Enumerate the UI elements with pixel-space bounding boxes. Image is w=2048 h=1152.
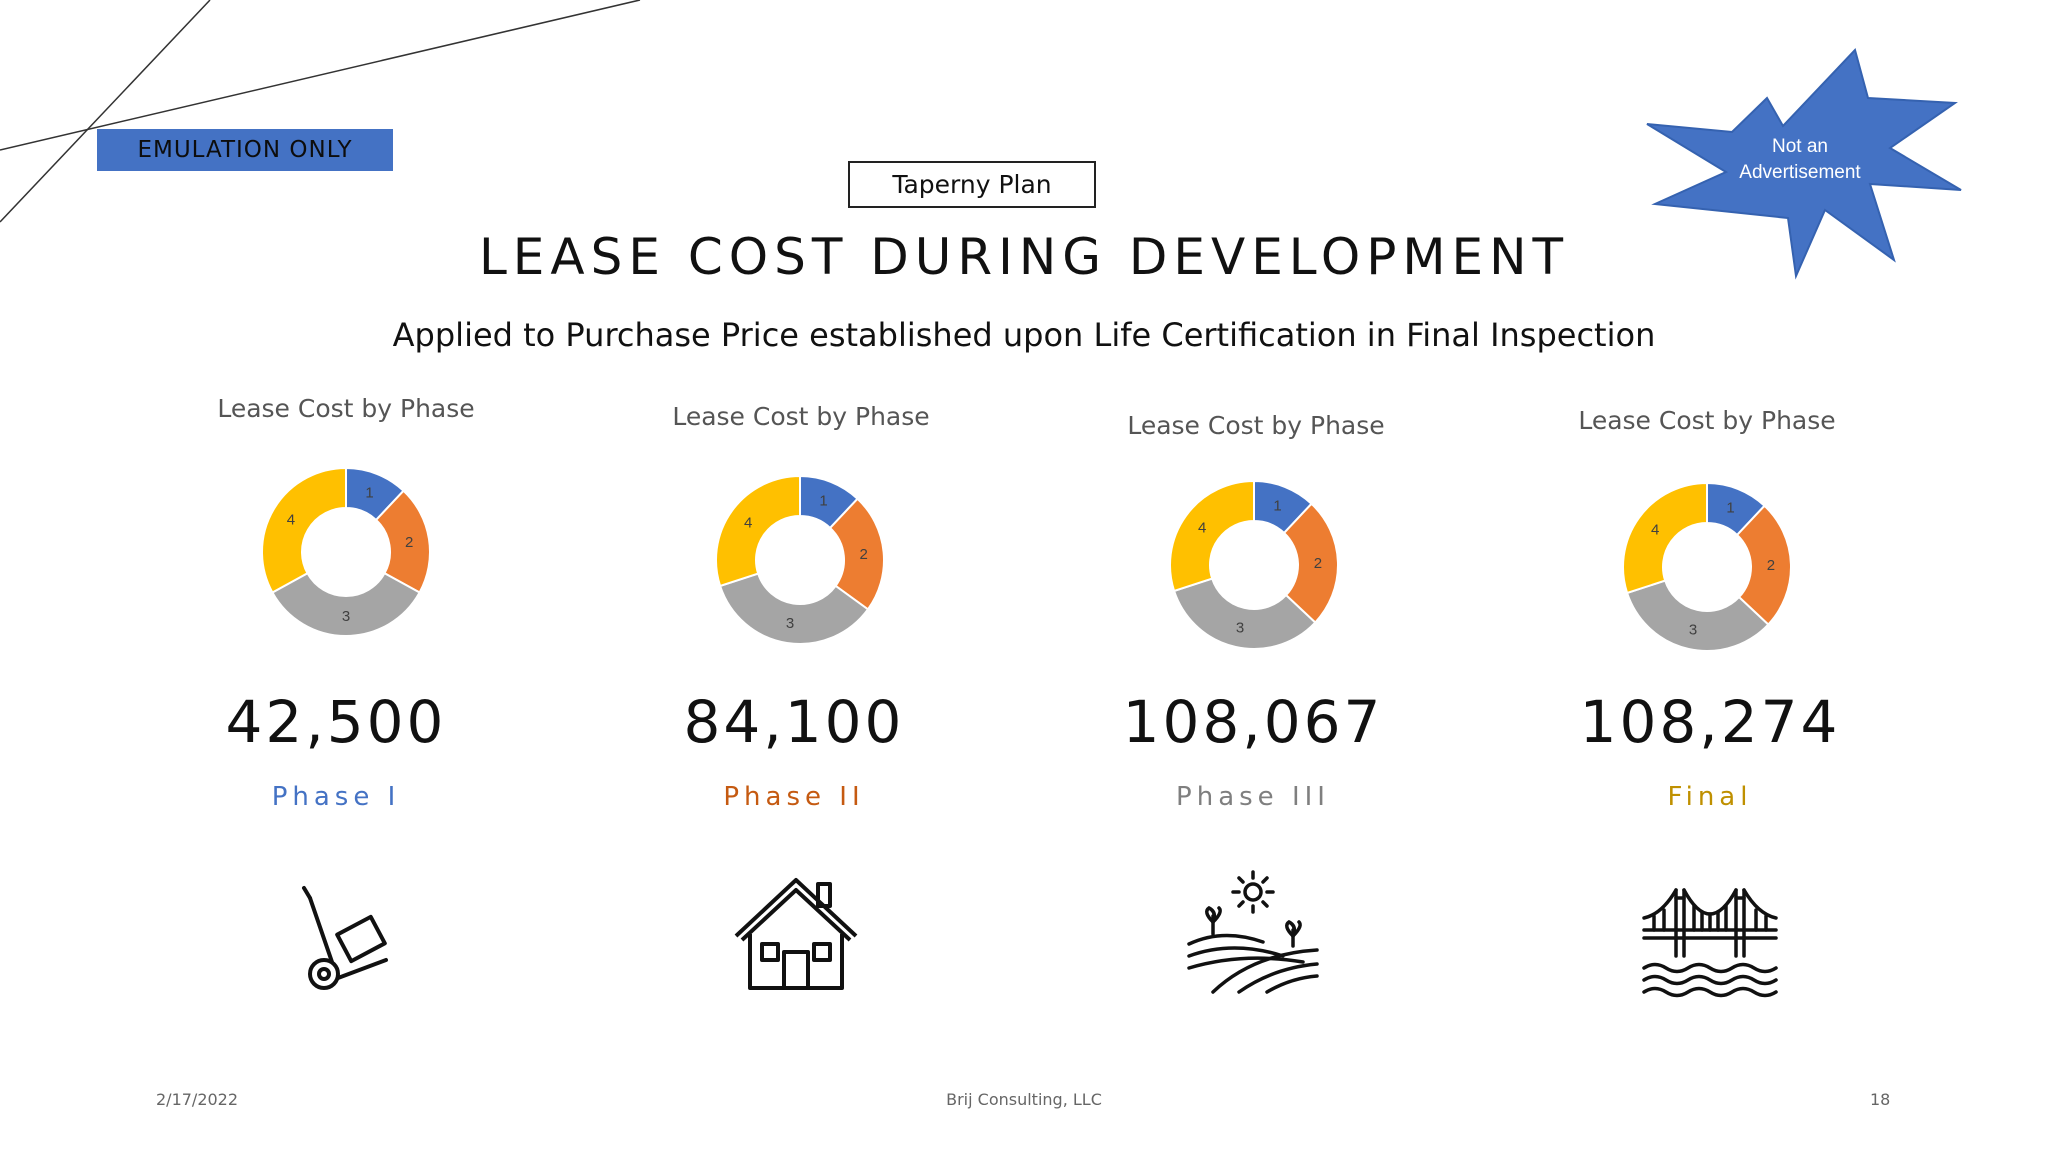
value-phase-2: 84,100 [683, 688, 905, 756]
chart-title-phase-3: Lease Cost by Phase [1127, 411, 1385, 440]
value-phase-1: 42,500 [225, 688, 447, 756]
donut-chart-phase-2: 1 2 3 4 [715, 474, 885, 645]
donut-slice-label-1: 1 [819, 492, 827, 509]
donut-slice-label-2: 2 [860, 546, 868, 563]
donut-slice-label-3: 3 [786, 615, 794, 632]
footer-date: 2/17/2022 [156, 1090, 239, 1109]
plan-label: Taperny Plan [848, 161, 1096, 208]
donut-slice-label-1: 1 [1273, 497, 1281, 514]
house-icon [734, 878, 858, 990]
starburst-badge: Not an Advertisement [1646, 48, 1962, 280]
donut-slice-label-3: 3 [1236, 619, 1244, 636]
chart-title-phase-2: Lease Cost by Phase [672, 402, 930, 431]
donut-slice-2 [1282, 502, 1339, 624]
label-phase-4: Final [1667, 782, 1753, 812]
page-subtitle: Applied to Purchase Price established up… [392, 316, 1656, 354]
donut-slice-2 [1735, 504, 1792, 626]
emulation-tag: EMULATION ONLY [97, 129, 393, 171]
donut-chart-phase-3: 1 2 3 4 [1169, 479, 1339, 650]
donut-slice-4 [715, 474, 801, 588]
donut-slice-3 [718, 572, 870, 645]
donut-slice-3 [1172, 577, 1317, 650]
footer-company: Brij Consulting, LLC [946, 1090, 1102, 1109]
donut-slice-label-1: 1 [365, 484, 373, 501]
donut-slice-3 [271, 571, 421, 637]
starburst-shape [1646, 48, 1962, 280]
footer-page-number: 18 [1870, 1090, 1891, 1109]
donut-slice-label-4: 4 [287, 511, 295, 528]
donut-slice-4 [1169, 479, 1255, 593]
donut-chart-phase-1: 1 2 3 4 [261, 466, 431, 637]
starburst-line1: Not an [1772, 136, 1828, 157]
value-phase-3: 108,067 [1122, 688, 1384, 756]
hand-truck-icon [302, 886, 388, 990]
page-title: LEASE COST DURING DEVELOPMENT [478, 228, 1570, 286]
label-phase-1: Phase I [271, 782, 401, 812]
donut-slice-label-4: 4 [1198, 519, 1206, 536]
donut-slice-label-3: 3 [342, 608, 350, 625]
donut-chart-phase-4: 1 2 3 4 [1622, 481, 1792, 652]
chart-title-phase-4: Lease Cost by Phase [1578, 406, 1836, 435]
bridge-icon [1642, 888, 1778, 998]
donut-slice-4 [261, 466, 347, 594]
donut-slice-label-2: 2 [1314, 555, 1322, 572]
label-phase-2: Phase II [723, 782, 865, 812]
donut-slice-3 [1625, 579, 1770, 652]
donut-slice-label-2: 2 [405, 534, 413, 551]
donut-slice-label-1: 1 [1726, 499, 1734, 516]
donut-slice-label-2: 2 [1767, 557, 1775, 574]
chart-title-phase-1: Lease Cost by Phase [217, 394, 475, 423]
donut-slice-label-3: 3 [1689, 621, 1697, 638]
donut-slice-4 [1622, 481, 1708, 595]
donut-slice-label-4: 4 [1651, 521, 1659, 538]
label-phase-3: Phase III [1176, 782, 1330, 812]
farm-field-icon [1187, 870, 1319, 994]
donut-slice-label-4: 4 [744, 514, 752, 531]
starburst-line2: Advertisement [1739, 162, 1861, 183]
value-phase-4: 108,274 [1579, 688, 1841, 756]
